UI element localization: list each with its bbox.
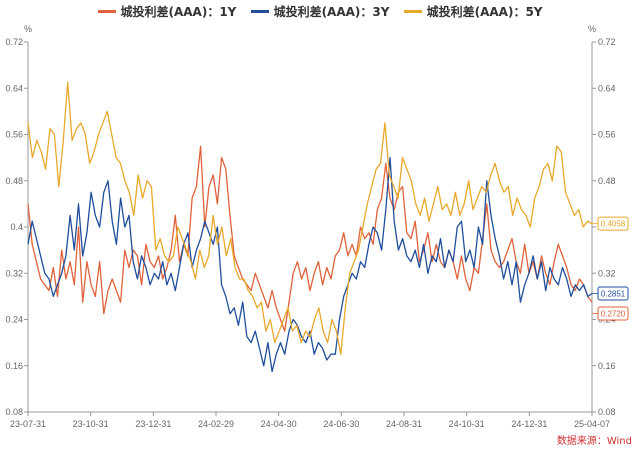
y-axis-unit-left: % xyxy=(24,24,32,34)
y-tick-label-left: 0.48 xyxy=(5,176,23,186)
end-value-label: 0.4058 xyxy=(601,220,626,229)
y-tick-label-left: 0.24 xyxy=(5,315,23,325)
end-value-label: 0.2851 xyxy=(601,289,626,298)
end-label-box xyxy=(597,306,629,321)
y-tick-label-left: 0.64 xyxy=(5,83,23,93)
legend-swatch-1y xyxy=(97,10,116,13)
series-line-2 xyxy=(27,156,593,373)
x-tick-label: 24-08-31 xyxy=(386,419,422,429)
y-tick-label-right: 0.48 xyxy=(598,176,616,186)
legend-item-1y[interactable]: 城投利差(AAA)：1Y xyxy=(97,3,237,20)
y-tick-label-right: 0.08 xyxy=(598,407,616,417)
y-tick-label-right: 0.16 xyxy=(598,361,616,371)
x-tick-label: 23-07-31 xyxy=(10,419,46,429)
y-axis-unit-right: % xyxy=(588,24,596,34)
y-tick-label-left: 0.56 xyxy=(5,130,23,140)
y-tick-label-left: 0.08 xyxy=(5,407,23,417)
legend-item-3y[interactable]: 城投利差(AAA)：3Y xyxy=(250,3,390,20)
legend-swatch-5y xyxy=(403,10,422,13)
y-tick-label-left: 0.32 xyxy=(5,268,23,278)
y-tick-label-right: 0.56 xyxy=(598,130,616,140)
y-tick-label-right: 0.32 xyxy=(598,268,616,278)
data-source-note: 数据来源：Wind xyxy=(556,436,632,447)
y-tick-label-left: 0.72 xyxy=(5,37,23,47)
x-tick-label: 24-06-30 xyxy=(323,419,359,429)
end-value-label: 0.2720 xyxy=(601,309,626,318)
legend-label-3y: 城投利差(AAA)：3Y xyxy=(273,5,390,19)
x-tick-label: 23-10-31 xyxy=(73,419,109,429)
end-label-box xyxy=(597,286,629,301)
x-tick-label: 25-04-07 xyxy=(574,419,610,429)
chart-legend[interactable]: 城投利差(AAA)：1Y 城投利差(AAA)：3Y 城投利差(AAA)：5Y xyxy=(0,3,640,20)
y-tick-label-right: 0.72 xyxy=(598,37,616,47)
y-tick-label-left: 0.16 xyxy=(5,361,23,371)
legend-item-5y[interactable]: 城投利差(AAA)：5Y xyxy=(403,3,543,20)
legend-swatch-3y xyxy=(250,10,269,13)
y-tick-label-left: 0.4 xyxy=(10,222,23,232)
legend-label-5y: 城投利差(AAA)：5Y xyxy=(426,5,543,19)
x-tick-label: 24-12-31 xyxy=(511,419,547,429)
legend-label-1y: 城投利差(AAA)：1Y xyxy=(120,5,237,19)
x-tick-label: 23-12-31 xyxy=(135,419,171,429)
end-label-box xyxy=(597,216,629,231)
x-tick-label: 24-04-30 xyxy=(261,419,297,429)
series-line-1 xyxy=(27,145,593,332)
x-tick-label: 24-10-31 xyxy=(449,419,485,429)
series-line-3 xyxy=(27,81,593,355)
y-tick-label-right: 0.64 xyxy=(598,83,616,93)
x-tick-label: 24-02-29 xyxy=(198,419,234,429)
